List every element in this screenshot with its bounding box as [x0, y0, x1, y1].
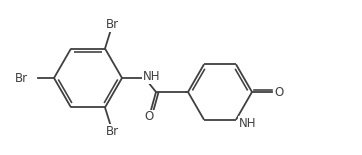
Text: Br: Br: [15, 71, 28, 84]
Text: NH: NH: [143, 71, 161, 84]
Text: O: O: [274, 86, 283, 98]
Text: Br: Br: [105, 18, 119, 31]
Text: Br: Br: [105, 125, 119, 138]
Text: NH: NH: [239, 117, 257, 130]
Text: O: O: [144, 111, 153, 124]
